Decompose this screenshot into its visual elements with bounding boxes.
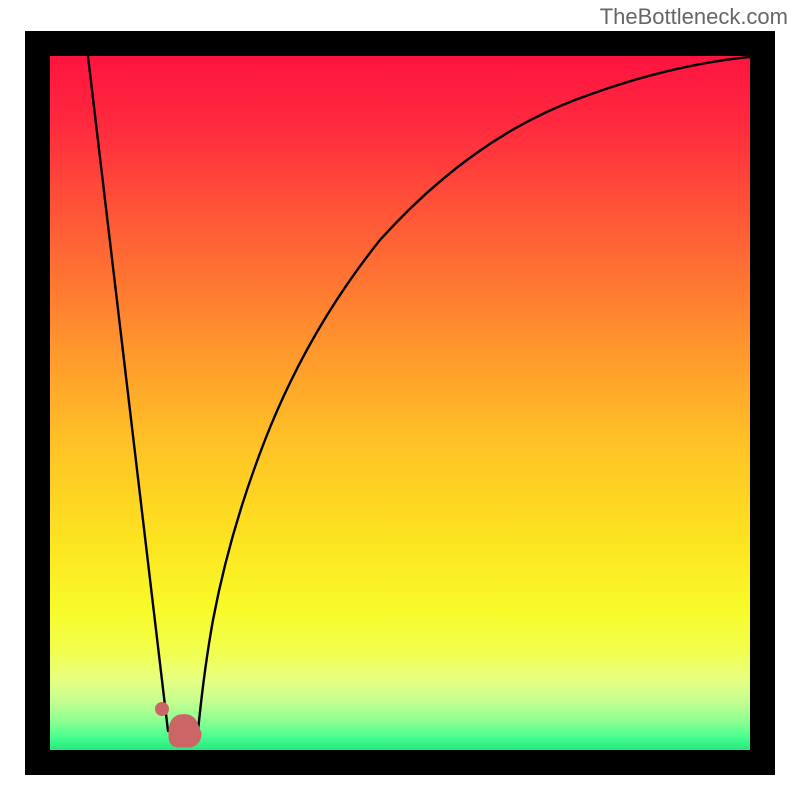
gradient-background	[50, 56, 750, 750]
attribution-text: TheBottleneck.com	[600, 4, 788, 30]
marker-dot	[155, 702, 169, 716]
chart-root: TheBottleneck.com	[0, 0, 800, 800]
chart-svg	[0, 0, 800, 800]
marker-blob	[170, 716, 200, 746]
